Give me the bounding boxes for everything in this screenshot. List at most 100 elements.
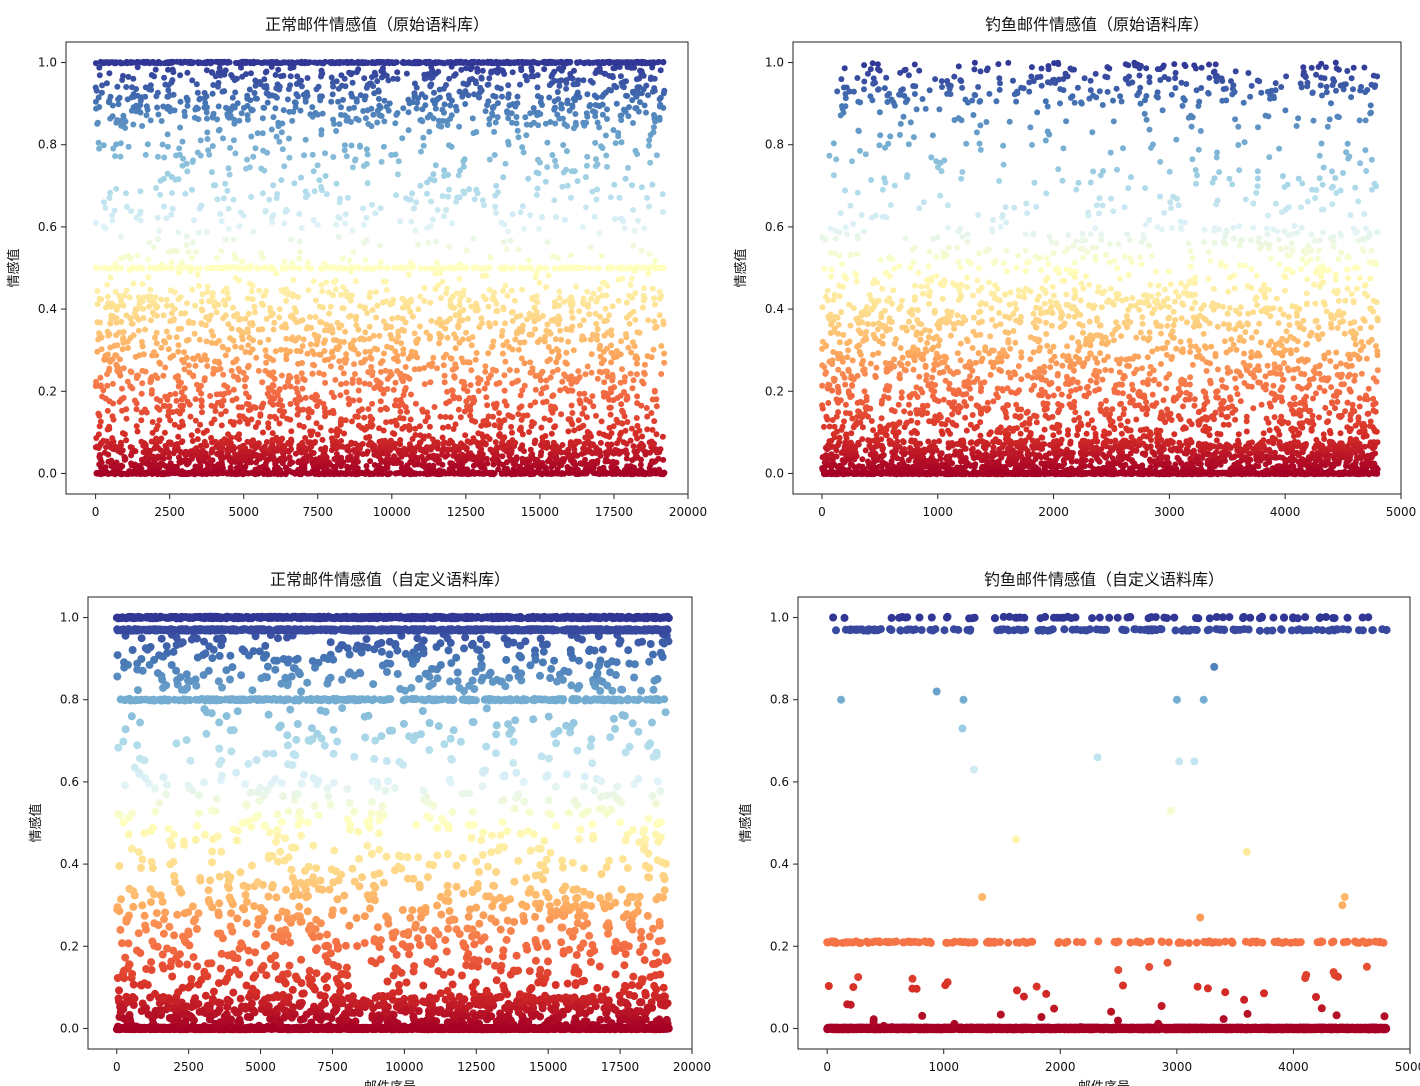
- scatter-point: [529, 419, 536, 425]
- scatter-point: [623, 92, 629, 99]
- scatter-point: [179, 138, 186, 145]
- scatter-point: [103, 304, 109, 311]
- scatter-point: [376, 102, 383, 109]
- scatter-point: [236, 436, 242, 443]
- scatter-point: [169, 190, 176, 196]
- scatter-point: [336, 459, 343, 466]
- scatter-point: [167, 417, 174, 424]
- scatter-point: [120, 112, 127, 119]
- scatter-point: [595, 102, 602, 109]
- scatter-point: [258, 165, 265, 172]
- scatter-point: [643, 109, 649, 116]
- scatter-point: [446, 186, 452, 193]
- scatter-point: [456, 194, 463, 201]
- scatter-point: [596, 345, 603, 352]
- scatter-point: [589, 188, 596, 195]
- scatter-point: [441, 213, 448, 220]
- scatter-point: [133, 375, 140, 381]
- scatter-point: [137, 188, 144, 195]
- scatter-point: [183, 160, 190, 167]
- scatter-point: [162, 339, 169, 346]
- scatter-point: [175, 373, 181, 380]
- scatter-point: [349, 227, 356, 234]
- scatter-point: [397, 218, 404, 225]
- scatter-point: [370, 332, 377, 339]
- scatter-point: [571, 168, 578, 175]
- scatter-point: [552, 157, 558, 164]
- scatter-point: [370, 111, 377, 118]
- scatter-point: [96, 453, 103, 460]
- scatter-point: [464, 466, 471, 473]
- scatter-point: [651, 440, 657, 447]
- scatter-point: [389, 430, 396, 437]
- scatter-point: [274, 464, 281, 471]
- scatter-point: [391, 264, 398, 271]
- scatter-point: [176, 145, 183, 152]
- scatter-point: [178, 439, 185, 446]
- scatter-point: [308, 409, 315, 416]
- scatter-point: [520, 412, 527, 419]
- scatter-point: [398, 340, 405, 347]
- scatter-point: [569, 265, 576, 272]
- scatter-point: [603, 432, 610, 439]
- scatter-point: [511, 297, 518, 304]
- scatter-point: [144, 469, 151, 476]
- scatter-point: [581, 440, 588, 447]
- scatter-point: [123, 190, 129, 197]
- scatter-point: [171, 463, 178, 470]
- scatter-point: [641, 225, 648, 232]
- scatter-point: [387, 443, 394, 450]
- scatter-point: [460, 307, 467, 313]
- scatter-point: [413, 340, 420, 346]
- scatter-point: [184, 461, 190, 468]
- scatter-point: [519, 144, 526, 151]
- scatter-point: [212, 358, 218, 365]
- scatter-point: [194, 265, 201, 272]
- scatter-point: [396, 450, 403, 457]
- scatter-point: [98, 459, 105, 466]
- scatter-point: [473, 129, 480, 135]
- scatter-point: [203, 229, 210, 236]
- scatter-point: [161, 429, 168, 436]
- scatter-point: [621, 374, 628, 381]
- scatter-point: [437, 413, 444, 420]
- scatter-point: [587, 336, 594, 343]
- scatter-point: [313, 420, 320, 427]
- scatter-point: [592, 139, 599, 146]
- scatter-point: [639, 378, 646, 385]
- scatter-point: [367, 458, 374, 465]
- scatter-point: [604, 163, 610, 170]
- scatter-point: [198, 320, 205, 327]
- scatter-point: [117, 372, 124, 379]
- scatter-point: [445, 423, 452, 430]
- scatter-point: [648, 410, 655, 416]
- scatter-point: [197, 95, 203, 102]
- scatter-point: [181, 366, 188, 373]
- scatter-point: [339, 305, 346, 312]
- scatter-point: [444, 447, 451, 453]
- scatter-point: [450, 452, 457, 459]
- scatter-point: [571, 427, 578, 434]
- scatter-point: [383, 286, 390, 293]
- scatter-point: [197, 462, 204, 469]
- scatter-point: [279, 324, 286, 330]
- scatter-point: [113, 141, 120, 148]
- scatter-point: [557, 387, 564, 394]
- scatter-point: [463, 247, 470, 254]
- scatter-point: [260, 454, 267, 461]
- scatter-point: [440, 85, 447, 92]
- scatter-point: [506, 344, 513, 350]
- scatter-point: [283, 352, 290, 358]
- scatter-point: [386, 447, 393, 454]
- scatter-point: [134, 428, 141, 435]
- scatter-point: [545, 458, 551, 465]
- scatter-point: [393, 111, 400, 118]
- scatter-point: [349, 79, 356, 86]
- scatter-point: [353, 322, 360, 329]
- scatter-point: [372, 210, 379, 217]
- scatter-point: [360, 108, 367, 114]
- scatter-point: [568, 327, 575, 334]
- scatter-point: [294, 73, 301, 80]
- scatter-point: [170, 352, 177, 359]
- scatter-point: [348, 90, 355, 97]
